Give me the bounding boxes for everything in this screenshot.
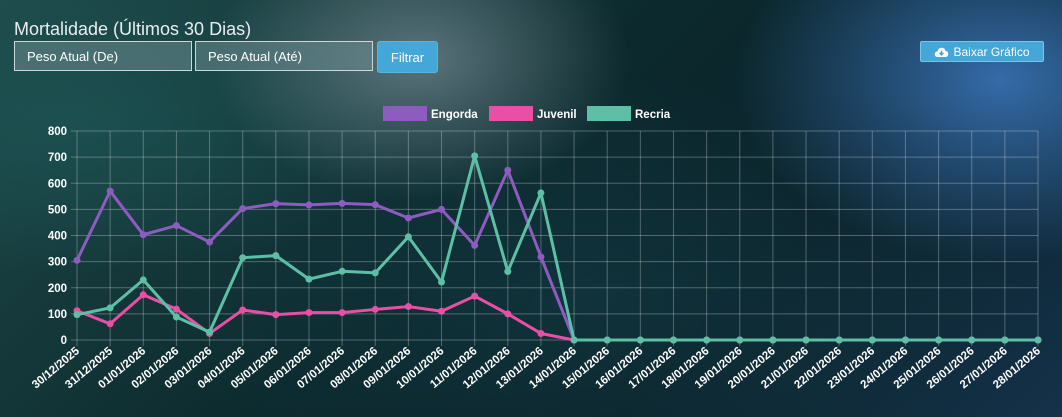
data-point-juvenil	[239, 306, 247, 314]
data-point-recria	[371, 269, 379, 277]
legend-label-recria: Recria	[635, 109, 671, 121]
data-point-engorda	[537, 253, 545, 261]
data-point-engorda	[73, 256, 81, 264]
data-point-juvenil	[404, 303, 412, 311]
data-point-recria	[636, 336, 644, 344]
data-point-engorda	[504, 166, 512, 174]
data-point-recria	[1001, 336, 1009, 344]
legend-label-juvenil: Juvenil	[537, 109, 577, 121]
download-chart-button[interactable]: Baixar Gráfico	[920, 41, 1044, 62]
data-point-recria	[404, 233, 412, 241]
weight-from-input[interactable]	[14, 41, 192, 71]
data-point-recria	[901, 336, 909, 344]
data-point-juvenil	[305, 309, 313, 317]
legend-label-engorda: Engorda	[431, 109, 478, 121]
legend-swatch-engorda	[383, 106, 427, 121]
y-tick-label: 800	[48, 126, 67, 138]
data-point-engorda	[239, 205, 247, 213]
data-point-juvenil	[106, 320, 114, 328]
data-point-recria	[1034, 336, 1042, 344]
data-point-engorda	[106, 187, 114, 195]
data-point-engorda	[172, 222, 180, 230]
y-tick-label: 200	[48, 283, 67, 295]
data-point-engorda	[371, 201, 379, 209]
data-point-juvenil	[139, 291, 147, 299]
data-point-recria	[338, 267, 346, 275]
data-point-juvenil	[471, 292, 479, 300]
data-point-juvenil	[338, 309, 346, 317]
data-point-engorda	[206, 238, 214, 246]
data-point-juvenil	[371, 305, 379, 313]
data-point-recria	[305, 275, 313, 283]
y-tick-label: 400	[48, 231, 67, 243]
data-point-recria	[537, 189, 545, 197]
data-point-engorda	[305, 201, 313, 209]
data-point-recria	[206, 328, 214, 336]
data-point-juvenil	[537, 329, 545, 337]
data-point-recria	[471, 152, 479, 160]
download-chart-label: Baixar Gráfico	[953, 44, 1030, 59]
y-tick-label: 100	[48, 309, 67, 321]
y-tick-label: 0	[61, 335, 67, 347]
data-point-recria	[835, 336, 843, 344]
data-point-recria	[769, 336, 777, 344]
data-point-recria	[73, 311, 81, 319]
y-tick-label: 600	[48, 178, 67, 190]
y-tick-label: 700	[48, 152, 67, 164]
data-point-recria	[603, 336, 611, 344]
data-point-engorda	[272, 200, 280, 208]
data-point-recria	[172, 313, 180, 321]
data-point-engorda	[404, 214, 412, 222]
data-point-engorda	[139, 231, 147, 239]
data-point-recria	[703, 336, 711, 344]
data-point-recria	[570, 336, 578, 344]
data-point-engorda	[471, 241, 479, 249]
data-point-recria	[106, 304, 114, 312]
data-point-recria	[438, 278, 446, 286]
weight-to-input[interactable]	[195, 41, 373, 71]
data-point-recria	[239, 254, 247, 262]
y-tick-label: 300	[48, 257, 67, 269]
y-tick-label: 500	[48, 204, 67, 216]
data-point-recria	[139, 276, 147, 284]
data-point-juvenil	[172, 305, 180, 313]
data-point-recria	[935, 336, 943, 344]
page-title: Mortalidade (Últimos 30 Dias)	[14, 19, 252, 39]
data-point-recria	[272, 252, 280, 260]
data-point-juvenil	[504, 310, 512, 318]
series-line-recria	[75, 154, 1040, 342]
legend-swatch-juvenil	[489, 106, 533, 121]
data-point-juvenil	[272, 311, 280, 319]
data-point-engorda	[338, 199, 346, 207]
data-point-recria	[504, 268, 512, 276]
cloud-download-icon	[934, 46, 949, 58]
data-point-recria	[868, 336, 876, 344]
data-point-engorda	[438, 205, 446, 213]
data-point-juvenil	[438, 307, 446, 315]
legend-swatch-recria	[587, 106, 631, 121]
data-point-recria	[802, 336, 810, 344]
data-point-recria	[968, 336, 976, 344]
filter-button[interactable]: Filtrar	[377, 41, 438, 73]
data-point-recria	[736, 336, 744, 344]
data-point-recria	[669, 336, 677, 344]
series-line-engorda	[75, 168, 1040, 342]
